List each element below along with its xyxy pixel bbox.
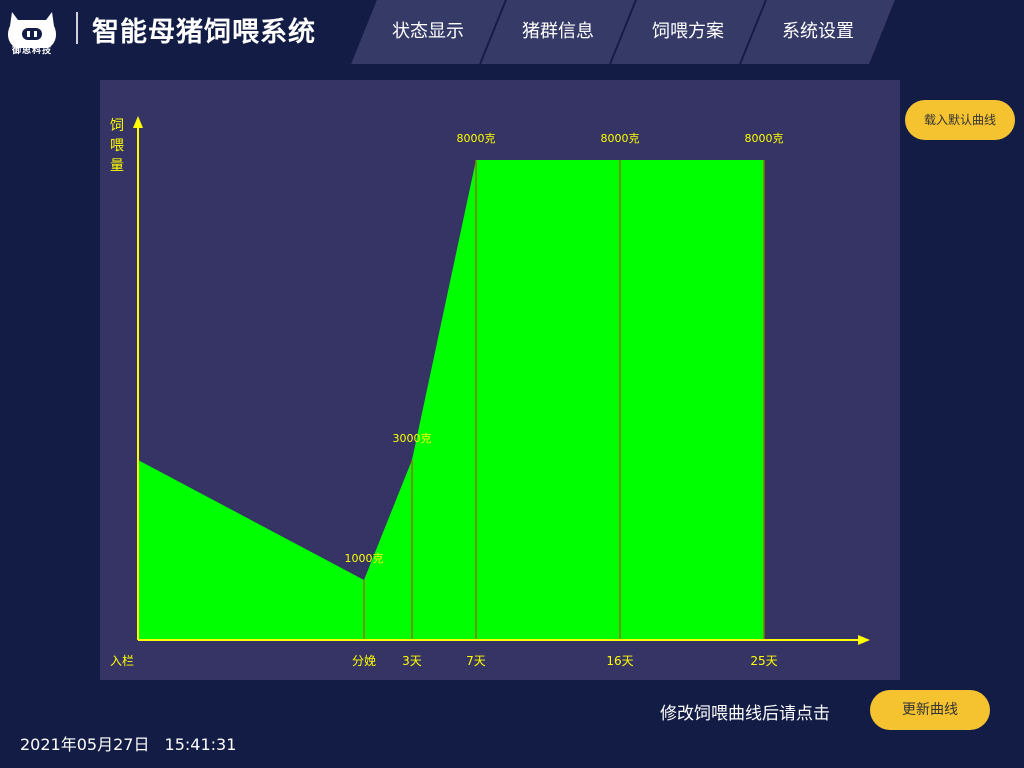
pig-logo-icon [8, 12, 56, 48]
tab-herd-info[interactable]: 猪群信息 [481, 0, 635, 64]
y-axis-arrow-icon [133, 116, 143, 128]
update-curve-button[interactable]: 更新曲线 [870, 690, 990, 730]
data-label: 8000克 [457, 132, 496, 145]
tab-label: 状态显示 [392, 21, 464, 42]
app-title: 智能母猪饲喂系统 [92, 17, 316, 48]
tab-label: 系统设置 [782, 21, 854, 42]
tab-system-settings[interactable]: 系统设置 [741, 0, 895, 64]
feeding-area [138, 160, 764, 640]
data-label: 3000克 [393, 432, 432, 445]
x-axis-arrow-icon [858, 635, 870, 645]
data-label: 8000克 [745, 132, 784, 145]
x-tick-label: 分娩 [352, 654, 376, 668]
header-divider [76, 12, 78, 44]
tab-label: 猪群信息 [522, 21, 594, 42]
x-tick-label: 入栏 [110, 653, 134, 668]
y-axis-label: 饲 [110, 118, 124, 134]
status-datetime: 2021年05月27日 15:41:31 [20, 731, 246, 755]
x-tick-label: 16天 [606, 654, 633, 668]
y-axis-label: 量 [110, 158, 124, 174]
chart-panel: 饲喂量入栏 分娩 3天 7天 16天 25天 1000克 3000克 8000克 8000克 800… [100, 80, 900, 680]
tab-feeding-plan[interactable]: 饲喂方案 [611, 0, 765, 64]
status-time: 15:41:31 [164, 735, 237, 754]
x-tick-label: 3天 [402, 654, 422, 668]
tab-status-display[interactable]: 状态显示 [351, 0, 505, 64]
update-hint-text: 修改饲喂曲线后请点击 [660, 704, 830, 724]
x-tick-label: 25天 [750, 654, 777, 668]
data-label: 8000克 [601, 132, 640, 145]
status-date: 2021年05月27日 [20, 735, 150, 754]
tab-label: 饲喂方案 [652, 21, 724, 42]
y-axis-label: 喂 [110, 138, 124, 154]
x-tick-label: 7天 [466, 654, 486, 668]
logo-text: 御思科技 [11, 46, 52, 56]
data-label: 1000克 [345, 552, 384, 565]
header-bar: 御思科技 智能母猪饲喂系统 状态显示 猪群信息 饲喂方案 系统设置 [0, 0, 1024, 64]
load-default-curve-button[interactable]: 载入默认曲线 [905, 100, 1015, 140]
